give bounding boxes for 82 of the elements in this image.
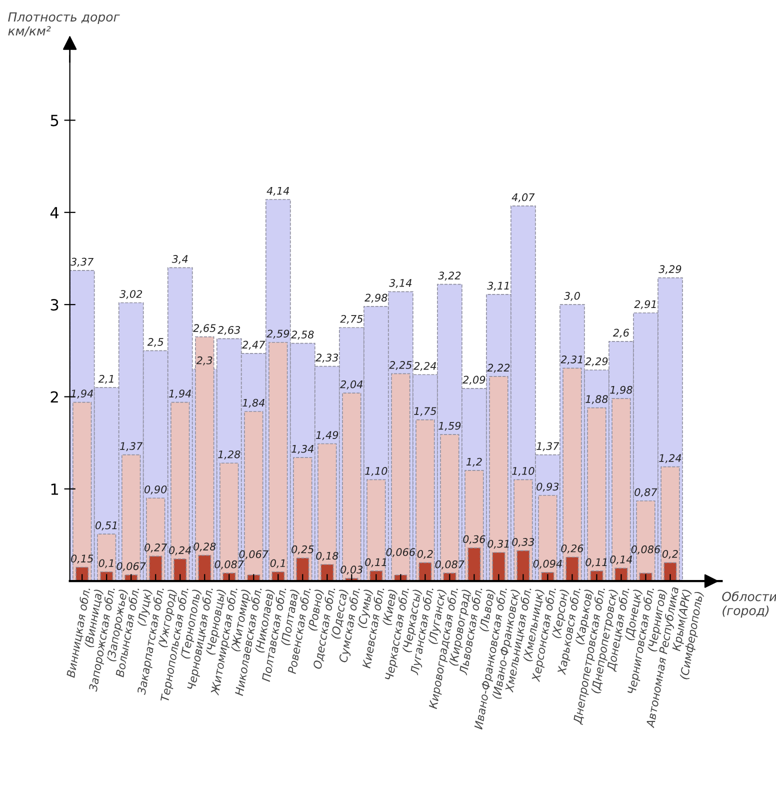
data-label: 0,31	[488, 540, 509, 549]
data-label: 3,0	[564, 292, 580, 301]
data-label: 2,59	[266, 330, 290, 339]
data-label: 0,24	[169, 546, 191, 556]
data-label: 1,10	[365, 467, 388, 476]
data-label: 0,1	[98, 559, 114, 568]
data-label: 3,14	[389, 279, 412, 288]
data-label: 2,1	[98, 374, 114, 384]
y-tick-label: 5	[50, 114, 58, 126]
data-label: 2,98	[364, 294, 388, 303]
data-label: 2,33	[316, 354, 338, 363]
data-label: 1,84	[242, 398, 264, 408]
data-label: 2,29	[585, 357, 608, 366]
data-label: 0,90	[144, 485, 167, 494]
data-label: 0,067	[239, 550, 268, 560]
data-label: 0,11	[586, 558, 607, 568]
data-label: 0,094	[533, 560, 562, 569]
data-label: 0,14	[610, 556, 632, 564]
data-label: 2,63	[218, 326, 240, 335]
data-label: 0,067	[116, 562, 146, 572]
data-label: 0,28	[194, 542, 216, 552]
data-label: 0,15	[71, 554, 94, 564]
data-label: 0,087	[214, 560, 244, 570]
data-label: 1,28	[218, 450, 240, 460]
data-label: 1,49	[316, 431, 338, 440]
data-label: 3,29	[658, 265, 682, 274]
data-label: 2,09	[462, 376, 486, 385]
data-label: 1,37	[120, 442, 143, 452]
data-label: 0,2	[417, 550, 433, 559]
data-label: 0,87	[634, 488, 658, 498]
data-label: 2,3	[196, 356, 212, 366]
data-label: 0,36	[463, 535, 486, 544]
data-label: 0,03	[340, 566, 363, 575]
data-label: 0,087	[435, 560, 464, 570]
data-label: 2,22	[487, 364, 510, 373]
data-label: 0,18	[316, 552, 338, 561]
data-label: 3,4	[172, 255, 188, 264]
data-label: 2,75	[340, 314, 363, 324]
data-label: 2,24	[414, 362, 436, 371]
data-label: 0,33	[512, 538, 534, 547]
data-label: 0,11	[365, 558, 386, 568]
data-label: 1,94	[71, 390, 93, 399]
data-label: 1,98	[610, 386, 632, 395]
data-label: 2,25	[389, 361, 412, 370]
data-label: 2,31	[560, 356, 582, 364]
data-label: 1,94	[169, 390, 191, 399]
data-label: 2,47	[242, 340, 266, 350]
data-label: 1,88	[586, 395, 608, 404]
data-label: 4,14	[266, 186, 289, 196]
data-label: 0,25	[292, 545, 314, 554]
data-label: 0,51	[96, 521, 117, 530]
data-label: 4,07	[512, 193, 535, 202]
data-label: 1,34	[292, 444, 314, 454]
data-label: 0,1	[270, 559, 285, 568]
data-label: 1,10	[512, 467, 534, 476]
data-label: 2,5	[147, 338, 164, 347]
data-label: 2,04	[340, 380, 363, 390]
y-tick-label: 3	[50, 299, 58, 311]
bar	[195, 336, 214, 582]
data-label: 2,58	[291, 330, 314, 340]
data-label: 3,11	[487, 282, 509, 291]
data-label: 1,2	[466, 458, 482, 467]
y-tick-label: 4	[50, 207, 59, 218]
data-label: 0,26	[561, 544, 584, 554]
data-label: 1,59	[438, 422, 461, 431]
data-label: 3,02	[120, 290, 142, 300]
y-axis-title: Плотность дорог км/км²	[8, 12, 120, 37]
data-label: 1,24	[659, 454, 682, 464]
data-label: 3,37	[70, 258, 94, 267]
data-label: 0,93	[536, 482, 559, 492]
data-label: 0,2	[662, 550, 678, 559]
data-label: 0,27	[144, 544, 168, 552]
data-label: 0,066	[386, 548, 416, 558]
data-label: 2,91	[634, 300, 656, 310]
data-label: 1,75	[414, 407, 436, 416]
y-tick-label: 1	[51, 484, 58, 495]
data-label: 3,22	[438, 272, 461, 281]
data-label: 0,086	[631, 545, 660, 554]
data-label: 2,6	[612, 328, 630, 338]
data-label: 1,37	[536, 442, 560, 452]
data-label: 2,65	[193, 324, 216, 334]
y-tick-label: 2	[50, 391, 58, 403]
